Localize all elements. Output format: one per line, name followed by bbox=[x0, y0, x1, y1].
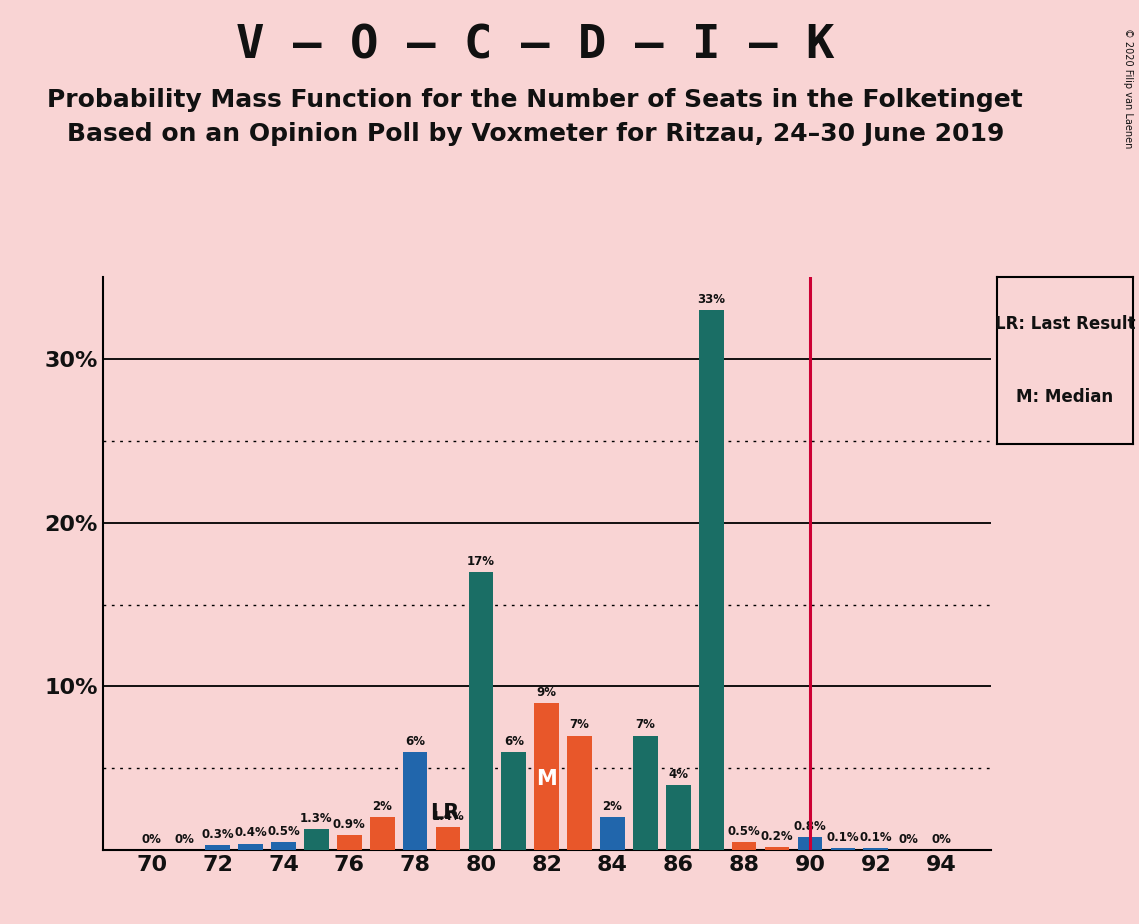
Bar bbox=[337, 835, 362, 850]
Text: LR: Last Result: LR: Last Result bbox=[994, 315, 1136, 333]
Text: LR: LR bbox=[429, 803, 459, 822]
Text: Based on an Opinion Poll by Voxmeter for Ritzau, 24–30 June 2019: Based on an Opinion Poll by Voxmeter for… bbox=[67, 122, 1003, 146]
Bar bbox=[830, 848, 855, 850]
Bar bbox=[699, 310, 723, 850]
Text: 4%: 4% bbox=[669, 768, 688, 781]
Text: © 2020 Filip van Laenen: © 2020 Filip van Laenen bbox=[1123, 28, 1133, 148]
Text: 0.5%: 0.5% bbox=[268, 825, 300, 838]
Text: 0.2%: 0.2% bbox=[761, 830, 794, 843]
Bar bbox=[534, 703, 559, 850]
Text: 0.8%: 0.8% bbox=[794, 820, 826, 833]
Text: V – O – C – D – I – K: V – O – C – D – I – K bbox=[236, 23, 835, 68]
Text: 0.4%: 0.4% bbox=[235, 826, 267, 839]
Text: M: M bbox=[536, 770, 557, 789]
Text: 0.1%: 0.1% bbox=[860, 832, 892, 845]
Text: 17%: 17% bbox=[467, 554, 495, 567]
Bar bbox=[238, 844, 263, 850]
Text: 0%: 0% bbox=[142, 833, 162, 846]
Bar bbox=[567, 736, 592, 850]
Bar bbox=[370, 818, 394, 850]
Text: 0.1%: 0.1% bbox=[827, 832, 859, 845]
Bar bbox=[501, 752, 526, 850]
Bar bbox=[666, 784, 690, 850]
Bar bbox=[633, 736, 658, 850]
Text: 6%: 6% bbox=[405, 735, 425, 748]
Text: 0.9%: 0.9% bbox=[333, 819, 366, 832]
Bar bbox=[863, 848, 888, 850]
Bar bbox=[468, 572, 493, 850]
Bar bbox=[271, 842, 296, 850]
Text: 2%: 2% bbox=[603, 800, 623, 813]
Text: 1.3%: 1.3% bbox=[300, 811, 333, 825]
Text: 6%: 6% bbox=[503, 735, 524, 748]
Bar bbox=[764, 846, 789, 850]
Text: 9%: 9% bbox=[536, 686, 557, 699]
Bar bbox=[731, 842, 756, 850]
Text: M: Median: M: Median bbox=[1016, 388, 1114, 406]
Bar bbox=[403, 752, 427, 850]
Text: 2%: 2% bbox=[372, 800, 392, 813]
Bar bbox=[435, 827, 460, 850]
Text: 7%: 7% bbox=[570, 719, 590, 732]
Bar bbox=[205, 845, 230, 850]
Text: 0.3%: 0.3% bbox=[202, 828, 233, 841]
Text: 7%: 7% bbox=[636, 719, 655, 732]
Text: 1.4%: 1.4% bbox=[432, 810, 465, 823]
Text: 0.5%: 0.5% bbox=[728, 825, 761, 838]
Text: 0%: 0% bbox=[932, 833, 951, 846]
Text: Probability Mass Function for the Number of Seats in the Folketinget: Probability Mass Function for the Number… bbox=[48, 88, 1023, 112]
Bar bbox=[797, 837, 822, 850]
Text: 33%: 33% bbox=[697, 293, 726, 306]
Bar bbox=[600, 818, 625, 850]
Bar bbox=[304, 829, 329, 850]
Text: 0%: 0% bbox=[899, 833, 919, 846]
Text: 0%: 0% bbox=[174, 833, 195, 846]
